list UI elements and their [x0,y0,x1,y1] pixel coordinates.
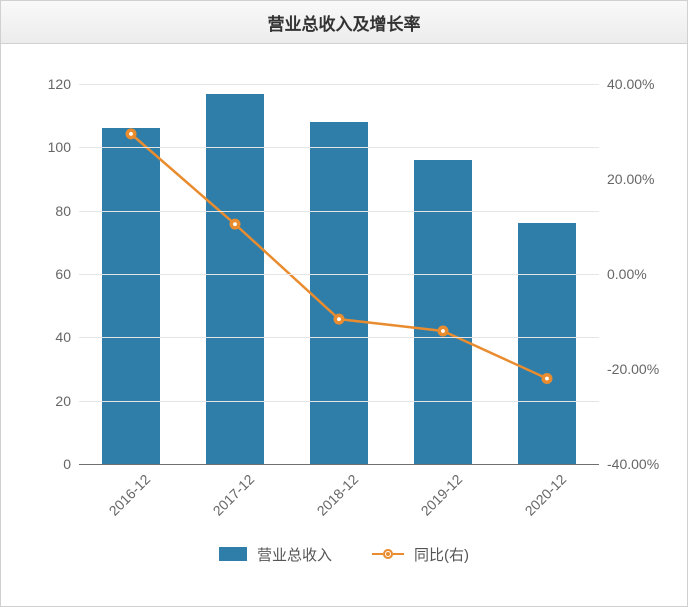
chart-container: 营业总收入及增长率 0 20 40 60 80 100 120 -40.00% -20.00% 0… [0,0,688,607]
grid-line [79,401,599,402]
line-marker-inner [337,317,341,321]
legend: 营业总收入 同比(右) [1,524,687,584]
x-axis-labels: 2016-12 2017-12 2018-12 2019-12 2020-12 [79,472,599,532]
y-left-tick-label: 60 [55,266,71,282]
y-right-tick-label: -40.00% [607,456,659,472]
bar-swatch-icon [219,547,247,561]
grid-line [79,147,599,148]
x-axis-tick-label: 2019-12 [418,471,466,519]
y-left-tick-label: 120 [48,76,71,92]
y-left-tick-label: 40 [55,329,71,345]
line-marker-inner [129,132,133,136]
y-left-tick-label: 0 [63,456,71,472]
line-marker-inner [441,329,445,333]
x-axis-tick-label: 2018-12 [314,471,362,519]
y-right-tick-label: 40.00% [607,76,654,92]
legend-item-line: 同比(右) [372,544,469,565]
legend-label-line: 同比(右) [414,544,469,565]
y-left-tick-label: 100 [48,139,71,155]
chart-title: 营业总收入及增长率 [268,10,421,35]
line-swatch-icon [372,547,404,561]
y-right-tick-label: 20.00% [607,171,654,187]
y-right-tick-label: 0.00% [607,266,647,282]
line-marker-inner [545,377,549,381]
grid-line [79,337,599,338]
x-axis-tick-label: 2016-12 [106,471,154,519]
x-axis-tick-label: 2017-12 [210,471,258,519]
legend-label-bar: 营业总收入 [257,544,332,565]
plot-wrap: 0 20 40 60 80 100 120 -40.00% -20.00% 0.00% 20.00%… [1,44,687,524]
grid-line [79,84,599,85]
grid-line [79,464,599,465]
y-left-tick-label: 80 [55,203,71,219]
plot-area: 020406080100120-40.00%-20.00%0.00%20.00%… [79,84,599,464]
line-path [131,134,547,379]
x-axis-tick-label: 2020-12 [522,471,570,519]
y-right-tick-label: -20.00% [607,361,659,377]
legend-item-bar: 营业总收入 [219,544,332,565]
grid-line [79,211,599,212]
grid-line [79,274,599,275]
y-left-tick-label: 20 [55,393,71,409]
chart-title-bar: 营业总收入及增长率 [1,1,687,44]
line-marker-inner [233,222,237,226]
